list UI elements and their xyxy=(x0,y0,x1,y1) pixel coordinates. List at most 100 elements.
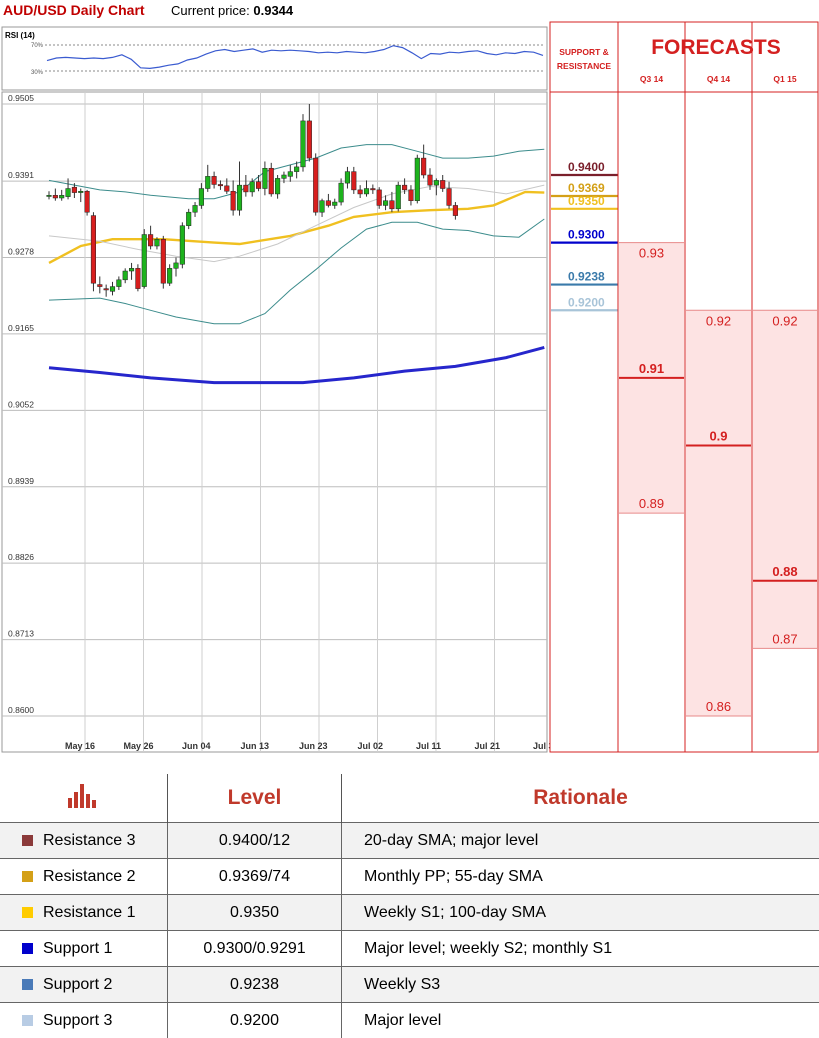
candle-body xyxy=(110,287,115,292)
candle-body xyxy=(231,191,236,210)
sr-header-line2: RESISTANCE xyxy=(557,61,611,71)
rsi-panel: RSI (14) 70% 30% xyxy=(2,27,547,90)
candle-body xyxy=(136,268,141,288)
row-label-cell: Support 2 xyxy=(0,967,168,1003)
candle-body xyxy=(263,168,268,188)
candle-body xyxy=(199,189,204,206)
row-level: 0.9369/74 xyxy=(168,859,342,895)
candle-body xyxy=(453,205,458,215)
y-tick-label: 0.8713 xyxy=(8,629,34,639)
candle-body xyxy=(390,201,395,209)
candle-body xyxy=(250,182,255,192)
candle-body xyxy=(129,268,134,271)
forecast-mid-label: 0.9 xyxy=(709,429,727,444)
price-frame xyxy=(2,92,547,752)
candle-body xyxy=(345,172,350,183)
candle-body xyxy=(174,263,179,268)
forecast-range xyxy=(686,310,751,716)
forecast-high-label: 0.92 xyxy=(706,313,731,328)
y-tick-label: 0.8826 xyxy=(8,552,34,562)
x-tick-label: Jul 02 xyxy=(358,741,384,751)
x-tick-label: May 26 xyxy=(124,741,154,751)
candle-body xyxy=(415,158,420,201)
row-label-cell: Support 3 xyxy=(0,1003,168,1038)
candle-body xyxy=(72,187,77,192)
candle-body xyxy=(383,201,388,206)
candle-body xyxy=(205,176,210,188)
x-tick-label: Jun 04 xyxy=(182,741,211,751)
y-tick-label: 0.9391 xyxy=(8,170,34,180)
candle-body xyxy=(332,202,337,205)
candle-body xyxy=(428,175,433,185)
sr-level-label: 0.9300 xyxy=(568,228,605,242)
table-header-icon-cell xyxy=(0,774,168,823)
forecast-low-label: 0.89 xyxy=(639,496,664,511)
candle-body xyxy=(447,189,452,206)
row-color-swatch xyxy=(22,979,33,990)
row-color-swatch xyxy=(22,943,33,954)
candle-body xyxy=(59,195,64,198)
sr-level-label: 0.9200 xyxy=(568,295,605,309)
row-label-cell: Support 1 xyxy=(0,931,168,967)
rsi-upper-label: 70% xyxy=(31,43,44,49)
candle-body xyxy=(104,289,109,290)
candle-body xyxy=(237,185,242,210)
row-label: Support 1 xyxy=(43,940,112,957)
price-panel: 0.95050.93910.92780.91650.90520.89390.88… xyxy=(2,92,559,752)
rsi-label: RSI (14) xyxy=(5,31,35,40)
x-tick-label: Jun 13 xyxy=(241,741,270,751)
row-rationale: Monthly PP; 55-day SMA xyxy=(342,859,819,895)
row-color-swatch xyxy=(22,1015,33,1026)
row-rationale: Major level; weekly S2; monthly S1 xyxy=(342,931,819,967)
candle-body xyxy=(193,205,198,212)
candle-body xyxy=(421,158,426,175)
row-label: Resistance 3 xyxy=(43,832,136,849)
candle-body xyxy=(53,195,58,198)
forecast-column-label: Q4 14 xyxy=(707,74,730,84)
sr-level-label: 0.9238 xyxy=(568,270,605,284)
sr-level-label: 0.9400 xyxy=(568,160,605,174)
candle-body xyxy=(117,280,122,287)
row-rationale: Major level xyxy=(342,1003,819,1038)
x-tick-label: Jul 21 xyxy=(475,741,501,751)
candle-body xyxy=(440,180,445,188)
row-level: 0.9300/0.9291 xyxy=(168,931,342,967)
row-color-swatch xyxy=(22,871,33,882)
candle-body xyxy=(288,172,293,177)
candle-body xyxy=(85,191,90,212)
forecast-high-label: 0.93 xyxy=(639,246,664,261)
candle-body xyxy=(358,190,363,194)
candle-body xyxy=(225,186,230,191)
row-label-cell: Resistance 3 xyxy=(0,823,168,859)
candle-body xyxy=(377,190,382,206)
candle-body xyxy=(396,185,401,209)
x-tick-label: Jul 11 xyxy=(416,741,441,751)
row-label: Resistance 2 xyxy=(43,868,136,885)
table-header-row: Level Rationale xyxy=(0,774,819,823)
table-header-level: Level xyxy=(168,774,342,823)
y-tick-label: 0.8939 xyxy=(8,476,34,486)
candle-body xyxy=(402,185,407,190)
forecast-mid-label: 0.91 xyxy=(639,361,664,376)
candle-body xyxy=(148,235,153,246)
rsi-lower-label: 30% xyxy=(31,70,44,76)
candle-body xyxy=(352,172,357,190)
forecast-low-label: 0.86 xyxy=(706,699,731,714)
candle-body xyxy=(282,175,287,178)
row-label: Resistance 1 xyxy=(43,904,136,921)
sr-level-label: 0.9350 xyxy=(568,194,605,208)
row-color-swatch xyxy=(22,835,33,846)
candle-body xyxy=(123,271,128,280)
x-tick-label: May 16 xyxy=(65,741,95,751)
row-rationale: Weekly S3 xyxy=(342,967,819,1003)
row-rationale: Weekly S1; 100-day SMA xyxy=(342,895,819,931)
row-label: Support 3 xyxy=(43,1012,112,1029)
candle-body xyxy=(434,180,439,185)
candle-body xyxy=(161,239,166,283)
